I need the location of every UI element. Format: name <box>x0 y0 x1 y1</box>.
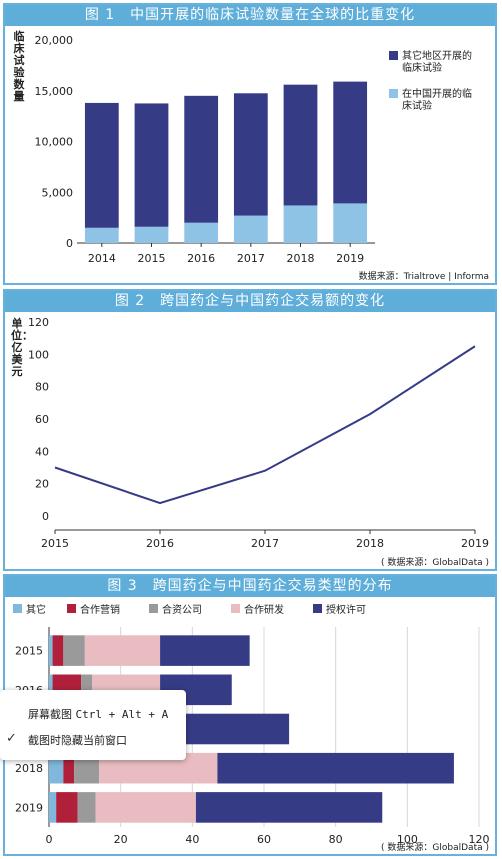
x-tick-label: 2019 <box>461 537 489 550</box>
x-tick-label: 2016 <box>146 537 174 550</box>
bar-china-2014 <box>84 227 119 243</box>
y-tick-label: 0 <box>66 237 73 250</box>
x-tick-label: 2015 <box>138 252 166 265</box>
x-tick-label: 0 <box>46 833 53 846</box>
source-note: ( 数据来源：GlobalData ) <box>381 556 489 568</box>
legend-label: 合资公司 <box>162 603 202 616</box>
x-tick-label: 2017 <box>237 252 265 265</box>
chart-title-2: 图 2 跨国药企与中国药企交易额的变化 <box>5 291 495 312</box>
x-tick-label: 120 <box>469 833 490 846</box>
legend-label: 授权许可 <box>326 603 366 616</box>
check-icon: ✓ <box>6 731 17 746</box>
bar-2019-series-3 <box>95 792 196 823</box>
bar-other-2015 <box>134 103 169 227</box>
menu-item-hide-window-label: 截图时隐藏当前窗口 <box>28 734 127 747</box>
x-tick-label: 2015 <box>41 537 69 550</box>
menu-item-screenshot-label: 屏幕截图 <box>28 708 72 721</box>
legend-swatch <box>149 604 158 613</box>
y-tick-label: 2018 <box>15 762 43 775</box>
bar-2018-series-1 <box>63 752 75 784</box>
bar-2017-series-4 <box>185 713 290 745</box>
y-tick-label: 5,000 <box>42 186 74 199</box>
bar-2015-series-1 <box>52 635 64 666</box>
bar-2019-series-1 <box>56 792 78 823</box>
chart1-svg: 0 5,000 10,000 15,000 20,000 2014 2015 2016 2017… <box>35 34 490 282</box>
bar-2019-series-0 <box>49 792 57 823</box>
chart-title-3: 图 3 跨国药企与中国药企交易类型的分布 <box>5 576 495 597</box>
legend-label: 在中国开展的临床试验 <box>402 87 472 112</box>
x-tick-label: 2017 <box>251 537 279 550</box>
bar-other-2019 <box>333 81 368 204</box>
legend-swatch <box>13 604 22 613</box>
bar-2016-series-0 <box>49 674 53 706</box>
legend-label: 合作研发 <box>244 603 284 616</box>
chart1-ylabel: 临床试验数量 <box>13 30 25 103</box>
bar-2019-series-2 <box>77 792 96 823</box>
legend-swatch <box>67 604 76 613</box>
y-tick-label: 100 <box>28 348 49 361</box>
bar-china-2019 <box>333 203 368 243</box>
x-tick-label: 2018 <box>356 537 384 550</box>
y-tick-label: 10,000 <box>35 136 74 149</box>
y-tick-label: 2019 <box>15 801 43 814</box>
legend-swatch <box>389 89 398 98</box>
menu-item-screenshot[interactable]: 屏幕截图 Ctrl + Alt + A <box>28 706 168 722</box>
x-tick-label: 20 <box>114 833 128 846</box>
bar-2019-series-4 <box>195 792 383 823</box>
y-tick-label: 15,000 <box>35 85 74 98</box>
chart2-svg: 0 20 40 60 80 100 120 2015 2016 2017 2018 2019 ( 数据来… <box>28 316 489 568</box>
x-tick-label: 40 <box>185 833 199 846</box>
bar-china-2015 <box>134 226 169 243</box>
legend-swatch <box>313 604 322 613</box>
bar-other-2017 <box>233 93 268 216</box>
bar-2015-series-3 <box>84 635 161 666</box>
bar-2015-series-2 <box>63 635 85 666</box>
y-tick-label: 120 <box>28 316 49 329</box>
menu-item-screenshot-shortcut: Ctrl + Alt + A <box>75 708 169 721</box>
chart-title-1: 图 1 中国开展的临床试验数量在全球的比重变化 <box>5 5 495 26</box>
y-tick-label: 0 <box>42 510 49 523</box>
legend-label: 其它地区开展的临床试验 <box>402 49 472 74</box>
x-tick-label: 2016 <box>187 252 215 265</box>
x-tick-label: 100 <box>397 833 418 846</box>
menu-item-hide-window[interactable]: 截图时隐藏当前窗口 <box>28 732 127 748</box>
bar-china-2016 <box>184 222 219 243</box>
y-tick-label: 20 <box>35 478 49 491</box>
legend-label: 合作营销 <box>80 603 120 616</box>
y-tick-label: 60 <box>35 413 49 426</box>
legend-swatch <box>389 51 398 60</box>
source-note: 数据来源：Trialtrove | Informa <box>359 270 489 282</box>
x-tick-label: 2019 <box>336 252 364 265</box>
bar-2018-series-4 <box>217 752 454 784</box>
bar-other-2016 <box>184 95 219 223</box>
x-tick-label: 60 <box>257 833 271 846</box>
y-tick-label: 2015 <box>15 645 43 658</box>
y-tick-label: 80 <box>35 381 49 394</box>
legend-swatch <box>231 604 240 613</box>
screenshot-context-menu: 屏幕截图 Ctrl + Alt + A ✓ 截图时隐藏当前窗口 <box>0 690 186 760</box>
x-tick-label: 2018 <box>287 252 315 265</box>
bar-2015-series-0 <box>49 635 53 666</box>
bar-china-2017 <box>233 215 268 243</box>
chart-panel-2: 图 2 跨国药企与中国药企交易额的变化 单位：亿美元 0 20 40 60 80 100 1… <box>3 289 497 571</box>
chart-panel-1: 图 1 中国开展的临床试验数量在全球的比重变化 临床试验数量 0 5,000 10,… <box>3 3 497 285</box>
bar-china-2018 <box>283 205 318 243</box>
bar-other-2018 <box>283 84 318 206</box>
x-tick-label: 80 <box>329 833 343 846</box>
y-tick-label: 20,000 <box>35 34 74 47</box>
bar-other-2014 <box>84 102 119 228</box>
source-note: ( 数据来源：GlobalData ) <box>381 841 489 853</box>
y-tick-label: 40 <box>35 445 49 458</box>
bar-2015-series-4 <box>160 635 250 666</box>
bar-2016-series-2 <box>81 674 92 706</box>
legend-label: 其它 <box>26 603 46 616</box>
series-line <box>54 345 476 505</box>
x-tick-label: 2014 <box>88 252 116 265</box>
bar-2018-series-0 <box>49 752 64 784</box>
